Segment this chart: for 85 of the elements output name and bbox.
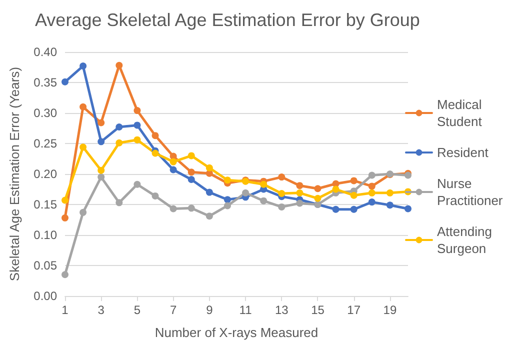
point [368, 172, 376, 179]
point [386, 202, 394, 209]
legend-label: Medical Student [437, 97, 486, 129]
point [134, 107, 141, 114]
point [80, 208, 87, 216]
legend-label: Nurse Practitioner [437, 176, 504, 208]
y-tick-label: 0.00 [34, 289, 58, 303]
x-tick-label: 15 [311, 303, 325, 317]
x-tick-label: 5 [134, 303, 141, 317]
point [188, 204, 195, 212]
x-axis-title: Number of X-rays Measured [154, 325, 318, 340]
point [404, 205, 412, 212]
point [350, 177, 358, 184]
y-tick-label: 0.05 [34, 258, 58, 272]
point [98, 119, 105, 126]
point [116, 62, 123, 69]
y-tick-label: 0.15 [34, 198, 58, 212]
point [278, 190, 286, 198]
point [80, 144, 87, 151]
point [296, 182, 304, 190]
point [350, 192, 358, 199]
point [98, 166, 105, 174]
point [224, 196, 231, 204]
point [98, 138, 105, 146]
x-tick-label: 11 [239, 303, 252, 317]
point [206, 188, 213, 196]
point [332, 186, 340, 193]
point [116, 124, 123, 131]
point [188, 152, 195, 160]
point [296, 200, 304, 207]
y-tick-label: 0.25 [34, 136, 58, 150]
point [314, 194, 322, 202]
y-axis-title: Skeletal Age Estimation Error (Years) [7, 66, 22, 282]
point [152, 150, 159, 157]
point [386, 189, 394, 196]
chart-title: Average Skeletal Age Estimation Error by Group [35, 10, 420, 30]
point [170, 158, 177, 166]
point [350, 206, 358, 213]
point [188, 176, 195, 183]
x-tick-label: 9 [206, 303, 214, 317]
point [206, 164, 213, 172]
point [224, 176, 231, 184]
point [134, 180, 141, 188]
x-tick-label: 17 [347, 303, 361, 317]
point [80, 62, 87, 70]
point [242, 189, 250, 196]
point [116, 199, 123, 206]
point [62, 271, 68, 278]
y-tick-label: 0.35 [34, 76, 58, 90]
legend-label: Resident [437, 145, 489, 160]
y-tick-label: 0.30 [34, 106, 58, 120]
point [332, 206, 340, 213]
x-tick-label: 19 [383, 303, 397, 317]
point [296, 189, 304, 196]
point [170, 205, 177, 212]
point [134, 136, 141, 144]
point [80, 103, 87, 110]
point [368, 182, 376, 190]
point [152, 132, 159, 140]
point [98, 174, 105, 181]
y-tick-label: 0.40 [34, 45, 58, 59]
point [260, 197, 268, 204]
point [278, 203, 286, 210]
point [62, 214, 68, 222]
y-tick-label: 0.10 [34, 228, 58, 242]
point [278, 174, 286, 181]
point [314, 185, 322, 192]
x-tick-label: 1 [62, 303, 69, 317]
x-tick-label: 3 [98, 303, 105, 317]
point [368, 198, 376, 206]
point [62, 196, 68, 204]
point [170, 166, 177, 174]
legend-label: Attending Surgeon [437, 224, 496, 256]
point [368, 189, 376, 196]
x-tick-label: 13 [274, 303, 289, 317]
point [134, 122, 141, 129]
y-tick-label: 0.20 [34, 167, 58, 181]
point [62, 78, 68, 86]
point [116, 139, 123, 146]
point [206, 212, 213, 220]
point [188, 168, 195, 176]
x-tick-label: 7 [170, 303, 177, 317]
point [152, 192, 159, 200]
point [224, 202, 231, 210]
point [260, 180, 268, 188]
